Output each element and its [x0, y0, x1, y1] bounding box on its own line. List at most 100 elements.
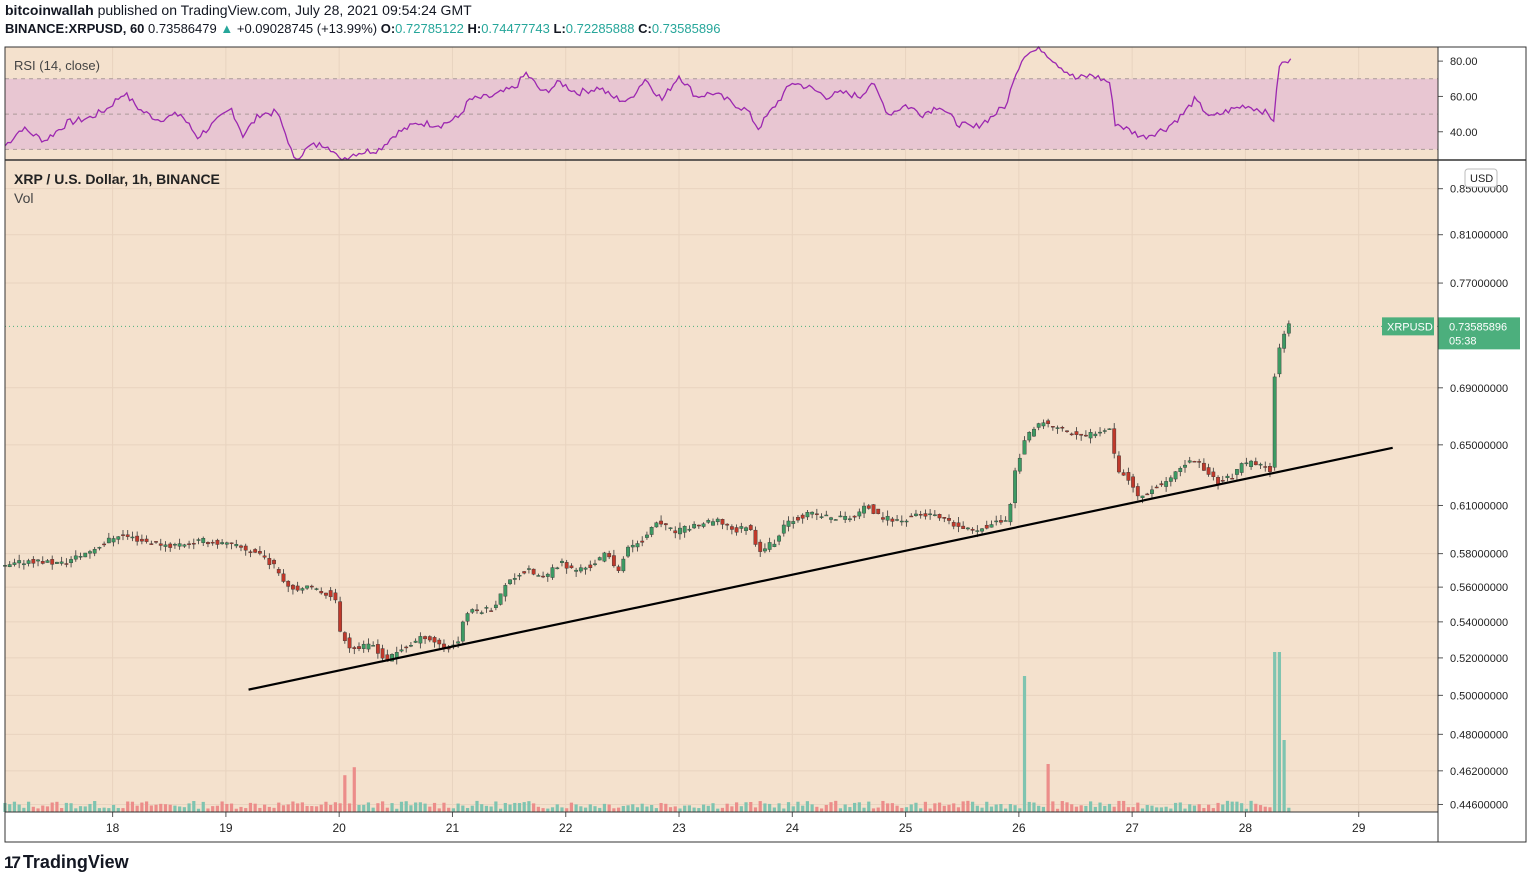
volume-bar	[1173, 802, 1178, 812]
volume-bar	[843, 804, 847, 812]
volume-bar	[475, 800, 479, 812]
candle-body	[1187, 460, 1192, 463]
candle-body	[121, 534, 125, 536]
candle-body	[102, 543, 107, 546]
volume-bar	[838, 808, 843, 812]
volume-bar	[1093, 806, 1097, 812]
candle-body	[626, 546, 630, 557]
candle-body	[711, 521, 715, 526]
volume-bar	[480, 804, 484, 812]
candle-body	[602, 552, 607, 562]
volume-bar	[546, 808, 550, 812]
candle-body	[1253, 461, 1258, 466]
volume-bar	[668, 807, 673, 812]
currency-label: USD	[1470, 173, 1493, 185]
candle-body	[36, 559, 40, 562]
volume-bar	[659, 802, 663, 812]
volume-bar	[966, 800, 970, 812]
volume-bar	[258, 807, 262, 812]
volume-bar	[1155, 807, 1159, 812]
volume-bar	[768, 803, 772, 812]
volume-bar	[1098, 802, 1102, 812]
volume-bar	[385, 807, 389, 812]
candle-body	[1055, 427, 1060, 429]
volume-bar	[248, 802, 253, 812]
candle-body	[588, 564, 593, 569]
candle-body	[527, 568, 531, 570]
candle-body	[272, 559, 276, 565]
volume-bar	[716, 808, 720, 812]
volume-bar	[735, 802, 739, 812]
candle-body	[1225, 475, 1230, 479]
volume-bar	[69, 803, 73, 812]
volume-bar	[215, 805, 220, 812]
volume-bar	[834, 800, 838, 812]
volume-bar	[886, 803, 890, 812]
candle-body	[1164, 481, 1169, 487]
volume-bar	[1084, 805, 1088, 812]
time-tick-label: 23	[672, 821, 686, 835]
volume-bar	[362, 804, 366, 812]
price-tick-label: 0.48000000	[1450, 729, 1508, 741]
candle-body	[866, 505, 871, 509]
candle-body	[460, 621, 465, 642]
volume-bar	[937, 802, 942, 812]
candle-body	[512, 578, 517, 580]
volume-bar	[895, 805, 899, 812]
candle-body	[1244, 462, 1249, 465]
candle-body	[347, 637, 352, 649]
candle-body	[980, 528, 984, 532]
low-value: 0.72285888	[565, 21, 635, 36]
candle-body	[465, 613, 470, 622]
price-tick-label: 0.77000000	[1450, 278, 1508, 290]
volume-bar	[919, 808, 923, 812]
volume-bar	[376, 803, 380, 812]
volume-bar	[1126, 807, 1130, 812]
volume-bar	[697, 808, 701, 812]
candle-body	[805, 512, 810, 518]
candle-body	[918, 514, 923, 516]
candle-body	[937, 514, 942, 519]
candle-body	[1183, 464, 1187, 468]
candle-body	[239, 545, 243, 548]
volume-bar	[706, 805, 710, 812]
candle-body	[781, 524, 786, 534]
candle-body	[88, 551, 92, 554]
close-value: 0.73585896	[651, 21, 721, 36]
candle-body	[1140, 495, 1145, 499]
candle-body	[829, 517, 833, 520]
volume-bar	[772, 807, 776, 812]
candle-body	[40, 561, 45, 564]
candle-body	[7, 564, 12, 568]
volume-bar	[876, 807, 880, 812]
candle-body	[1107, 428, 1112, 430]
tradingview-logo[interactable]: 17 TradingView	[4, 852, 129, 873]
candle-body	[687, 528, 692, 531]
candle-body	[1277, 347, 1282, 375]
chart-canvas[interactable]: RSI (14, close) 80.00 60.00 40.00 XRPUSD 0.73…	[0, 0, 1530, 850]
volume-bar	[343, 775, 347, 812]
volume-bar	[324, 801, 328, 812]
candle-body	[725, 523, 730, 526]
candle-body	[550, 567, 555, 578]
volume-bar	[45, 806, 50, 812]
volume-bar	[720, 807, 725, 812]
candle-body	[73, 555, 78, 560]
candle-body	[470, 609, 475, 613]
volume-bar	[423, 803, 427, 812]
volume-bar	[1018, 808, 1022, 812]
candle-body	[1159, 483, 1164, 486]
volume-bar	[111, 804, 116, 812]
volume-bar	[758, 801, 762, 812]
author-name[interactable]: bitcoinwallah	[5, 2, 94, 18]
candle-body	[734, 527, 739, 533]
volume-bar	[1202, 808, 1206, 812]
candle-body	[824, 514, 829, 517]
candle-body	[786, 520, 791, 527]
candle-body	[536, 575, 541, 577]
candle-body	[493, 604, 498, 608]
publish-info: bitcoinwallah published on TradingView.c…	[5, 2, 472, 18]
volume-bar	[135, 805, 139, 812]
candle-body	[696, 524, 701, 527]
chart-title: XRP / U.S. Dollar, 1h, BINANCE	[14, 171, 220, 187]
